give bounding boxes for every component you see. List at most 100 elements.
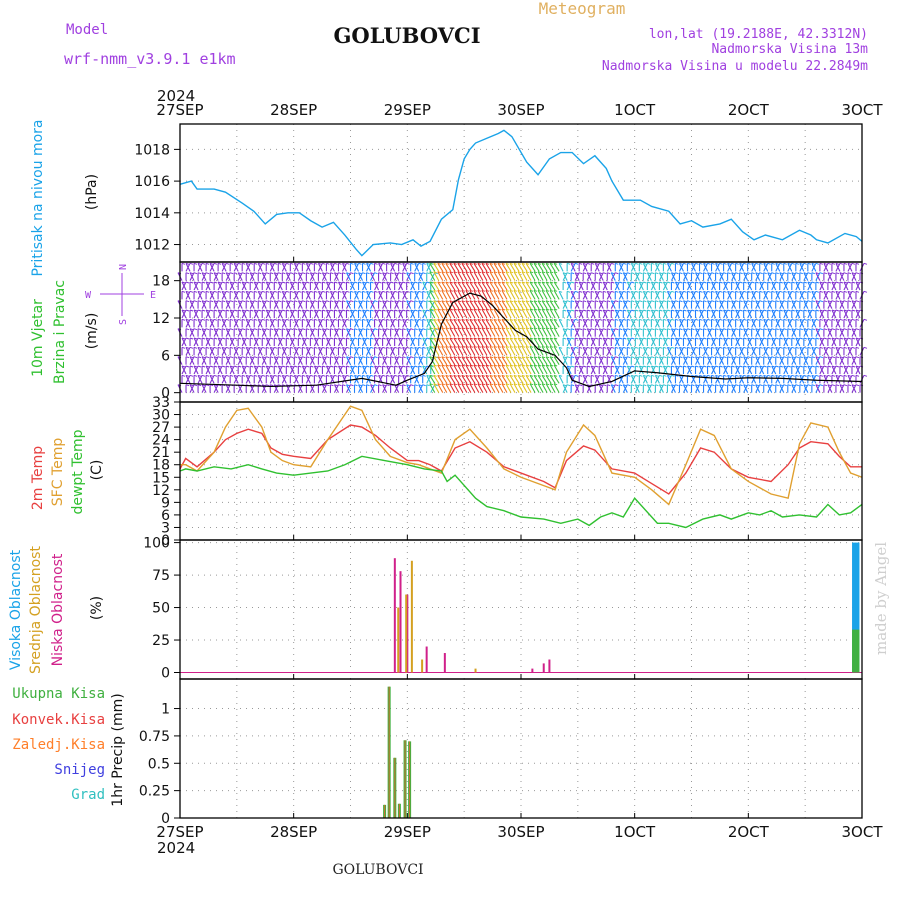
wind-barb [346, 300, 351, 309]
wind-barb [445, 346, 452, 356]
wind-barb-flag [342, 318, 346, 321]
wind-barb [553, 356, 560, 365]
wind-barb-flag [791, 300, 795, 303]
wind-barb-flag [562, 328, 567, 331]
wind-barb [469, 383, 476, 393]
wind-barb [477, 364, 484, 375]
wind-barb-flag [342, 300, 346, 303]
wind-barb-flag [595, 309, 599, 312]
wind-barb-flag [418, 262, 422, 265]
wind-barb-flag [225, 281, 230, 284]
wind-barb [382, 328, 388, 337]
wind-barb [481, 364, 488, 375]
wind-barb-flag [671, 290, 675, 293]
wind-barb [763, 291, 769, 300]
wind-barb [477, 308, 484, 319]
wind-barb [485, 337, 492, 347]
wind-barb-flag [509, 308, 514, 311]
wind-barb [715, 263, 721, 272]
wind-barb-flag [386, 300, 390, 303]
wind-barb-flag [643, 262, 647, 265]
wind-barb [461, 290, 468, 300]
wind-barb-flag [374, 328, 378, 331]
wind-barb-flag [449, 300, 453, 303]
y-tick-label: 0.25 [139, 784, 170, 800]
wind-barb-flag [390, 328, 394, 331]
bar-mid [421, 659, 424, 673]
wind-barb-flag [819, 365, 824, 368]
wind-barb-flag [386, 374, 390, 377]
wind-barb-flag [843, 300, 848, 303]
wind-barb [823, 347, 829, 356]
wind-barb-flag [306, 318, 310, 321]
wind-barb-flag [426, 384, 430, 387]
wind-barb-flag [651, 384, 655, 387]
wind-barb [727, 347, 733, 356]
wind-barb-flag [595, 346, 599, 349]
wind-barb-flag [659, 384, 663, 387]
wind-barb [477, 337, 484, 347]
wind-barb [606, 291, 612, 300]
wind-barb-flag [831, 374, 836, 377]
wind-barb-flag [334, 281, 338, 284]
wind-barb-flag [843, 374, 848, 377]
wind-barb-flag [759, 272, 763, 275]
wind-barb [445, 281, 452, 291]
wind-barb-flag [541, 271, 546, 274]
wind-barb [437, 356, 444, 365]
wind-barb-flag [282, 272, 286, 275]
wind-barb-flag [461, 300, 465, 303]
wind-barb-flag [591, 356, 595, 359]
wind-barb-flag [791, 309, 795, 312]
wind-barb-flag [747, 328, 751, 331]
wind-barb-flag [595, 281, 599, 284]
wind-barb-flag [611, 384, 615, 387]
wind-barb-flag [306, 281, 310, 284]
wind-barb-flag [374, 384, 378, 387]
wind-barb-flag [246, 281, 250, 284]
wind-barb-flag [282, 374, 286, 377]
wind-barb-flag [270, 328, 274, 331]
wind-barb-flag [386, 309, 390, 312]
wind-barb-flag [505, 383, 510, 386]
wind-barb-flag [763, 309, 767, 312]
wind-barb-flag [607, 337, 611, 340]
wind-barb [201, 300, 207, 309]
panel-frame [179, 401, 863, 541]
wind-barb-flag [418, 384, 422, 387]
wind-barb-flag [827, 290, 832, 293]
wind-barb [767, 300, 773, 309]
wind-barb-flag [599, 337, 603, 340]
wind-barb-flag [485, 262, 490, 265]
wind-barb-flag [695, 328, 699, 331]
wind-barb-flag [643, 356, 647, 359]
bar-low [406, 594, 409, 673]
wind-barb-flag [445, 262, 449, 265]
wind-barb-flag [755, 374, 759, 377]
wind-barb-flag [242, 328, 246, 331]
wind-barb-flag [651, 346, 655, 349]
wind-barb [815, 272, 821, 281]
wind-barb-flag [811, 346, 816, 349]
wind-barb [505, 281, 512, 291]
wind-barb-flag [691, 318, 695, 321]
wind-barb [630, 319, 636, 328]
wind-barb-flag [517, 356, 522, 359]
wind-barb-flag [643, 374, 647, 377]
wind-barb-flag [575, 356, 579, 359]
wind-barb-flag [346, 328, 350, 331]
wind-barb-flag [262, 290, 266, 293]
wind-barb-flag [659, 300, 663, 303]
wind-barb-flag [330, 337, 334, 340]
wind-barb-flag [441, 308, 445, 311]
wind-barb-flag [461, 327, 465, 330]
wind-barb [382, 300, 388, 309]
wind-barb-flag [627, 374, 631, 377]
wind-barb-flag [370, 365, 374, 368]
wind-barb [437, 308, 444, 319]
wind-barb-flag [811, 290, 816, 293]
wind-barb-flag [362, 300, 366, 303]
wind-barb [537, 319, 544, 328]
wind-barb-flag [189, 337, 194, 340]
